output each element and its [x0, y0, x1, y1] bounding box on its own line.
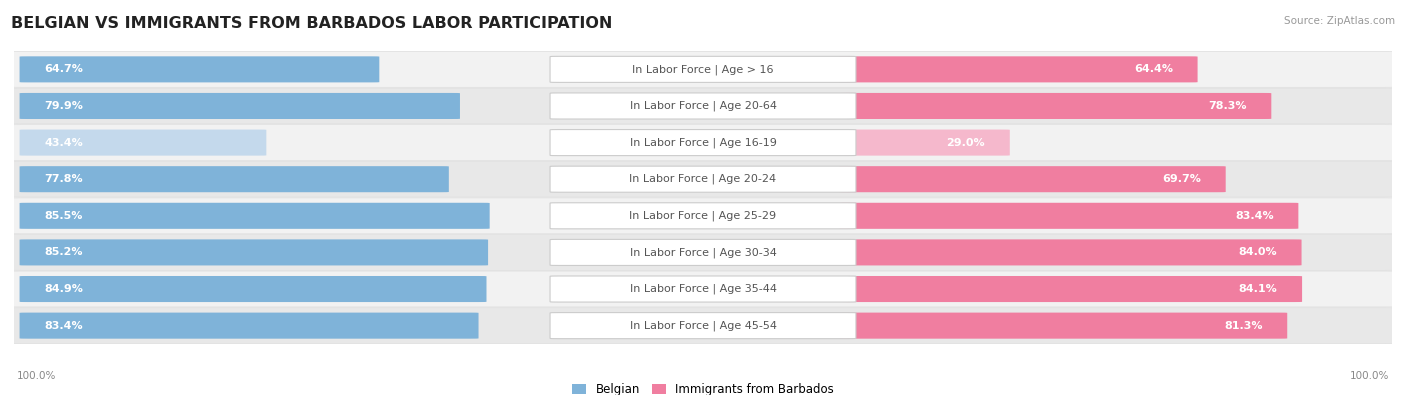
FancyBboxPatch shape [839, 93, 1271, 119]
FancyBboxPatch shape [7, 198, 1399, 234]
FancyBboxPatch shape [550, 93, 856, 119]
FancyBboxPatch shape [550, 166, 856, 192]
FancyBboxPatch shape [839, 276, 1302, 302]
Text: In Labor Force | Age 45-54: In Labor Force | Age 45-54 [630, 320, 776, 331]
FancyBboxPatch shape [20, 276, 486, 302]
FancyBboxPatch shape [20, 239, 488, 265]
Text: In Labor Force | Age 20-64: In Labor Force | Age 20-64 [630, 101, 776, 111]
Text: 83.4%: 83.4% [1234, 211, 1274, 221]
Text: In Labor Force | Age 35-44: In Labor Force | Age 35-44 [630, 284, 776, 294]
Text: 69.7%: 69.7% [1161, 174, 1201, 184]
FancyBboxPatch shape [7, 308, 1399, 344]
Text: 85.2%: 85.2% [45, 247, 83, 258]
Text: 84.9%: 84.9% [45, 284, 83, 294]
Text: 77.8%: 77.8% [45, 174, 83, 184]
Text: 79.9%: 79.9% [45, 101, 83, 111]
FancyBboxPatch shape [550, 276, 856, 302]
FancyBboxPatch shape [839, 56, 1198, 83]
Text: In Labor Force | Age 20-24: In Labor Force | Age 20-24 [630, 174, 776, 184]
FancyBboxPatch shape [7, 235, 1399, 270]
Text: 64.4%: 64.4% [1133, 64, 1173, 74]
FancyBboxPatch shape [550, 130, 856, 156]
Legend: Belgian, Immigrants from Barbados: Belgian, Immigrants from Barbados [572, 383, 834, 395]
FancyBboxPatch shape [20, 130, 266, 156]
Text: Source: ZipAtlas.com: Source: ZipAtlas.com [1284, 16, 1395, 26]
Text: 84.0%: 84.0% [1239, 247, 1277, 258]
Text: 43.4%: 43.4% [45, 137, 83, 148]
Text: 100.0%: 100.0% [17, 371, 56, 381]
Text: 81.3%: 81.3% [1225, 321, 1263, 331]
FancyBboxPatch shape [839, 166, 1226, 192]
Text: 64.7%: 64.7% [45, 64, 83, 74]
Text: In Labor Force | Age 16-19: In Labor Force | Age 16-19 [630, 137, 776, 148]
FancyBboxPatch shape [839, 312, 1288, 339]
FancyBboxPatch shape [7, 88, 1399, 124]
FancyBboxPatch shape [7, 161, 1399, 197]
FancyBboxPatch shape [839, 239, 1302, 265]
Text: BELGIAN VS IMMIGRANTS FROM BARBADOS LABOR PARTICIPATION: BELGIAN VS IMMIGRANTS FROM BARBADOS LABO… [11, 16, 613, 31]
Text: In Labor Force | Age 25-29: In Labor Force | Age 25-29 [630, 211, 776, 221]
FancyBboxPatch shape [20, 166, 449, 192]
FancyBboxPatch shape [550, 203, 856, 229]
Text: In Labor Force | Age 30-34: In Labor Force | Age 30-34 [630, 247, 776, 258]
FancyBboxPatch shape [20, 203, 489, 229]
FancyBboxPatch shape [7, 51, 1399, 87]
FancyBboxPatch shape [550, 312, 856, 339]
Text: In Labor Force | Age > 16: In Labor Force | Age > 16 [633, 64, 773, 75]
Text: 29.0%: 29.0% [946, 137, 986, 148]
FancyBboxPatch shape [7, 125, 1399, 160]
FancyBboxPatch shape [20, 312, 478, 339]
Text: 100.0%: 100.0% [1350, 371, 1389, 381]
Text: 85.5%: 85.5% [45, 211, 83, 221]
Text: 83.4%: 83.4% [45, 321, 83, 331]
FancyBboxPatch shape [839, 203, 1298, 229]
FancyBboxPatch shape [550, 56, 856, 83]
FancyBboxPatch shape [20, 56, 380, 83]
FancyBboxPatch shape [20, 93, 460, 119]
FancyBboxPatch shape [7, 271, 1399, 307]
FancyBboxPatch shape [550, 239, 856, 265]
FancyBboxPatch shape [839, 130, 1010, 156]
Text: 78.3%: 78.3% [1208, 101, 1247, 111]
Text: 84.1%: 84.1% [1239, 284, 1277, 294]
